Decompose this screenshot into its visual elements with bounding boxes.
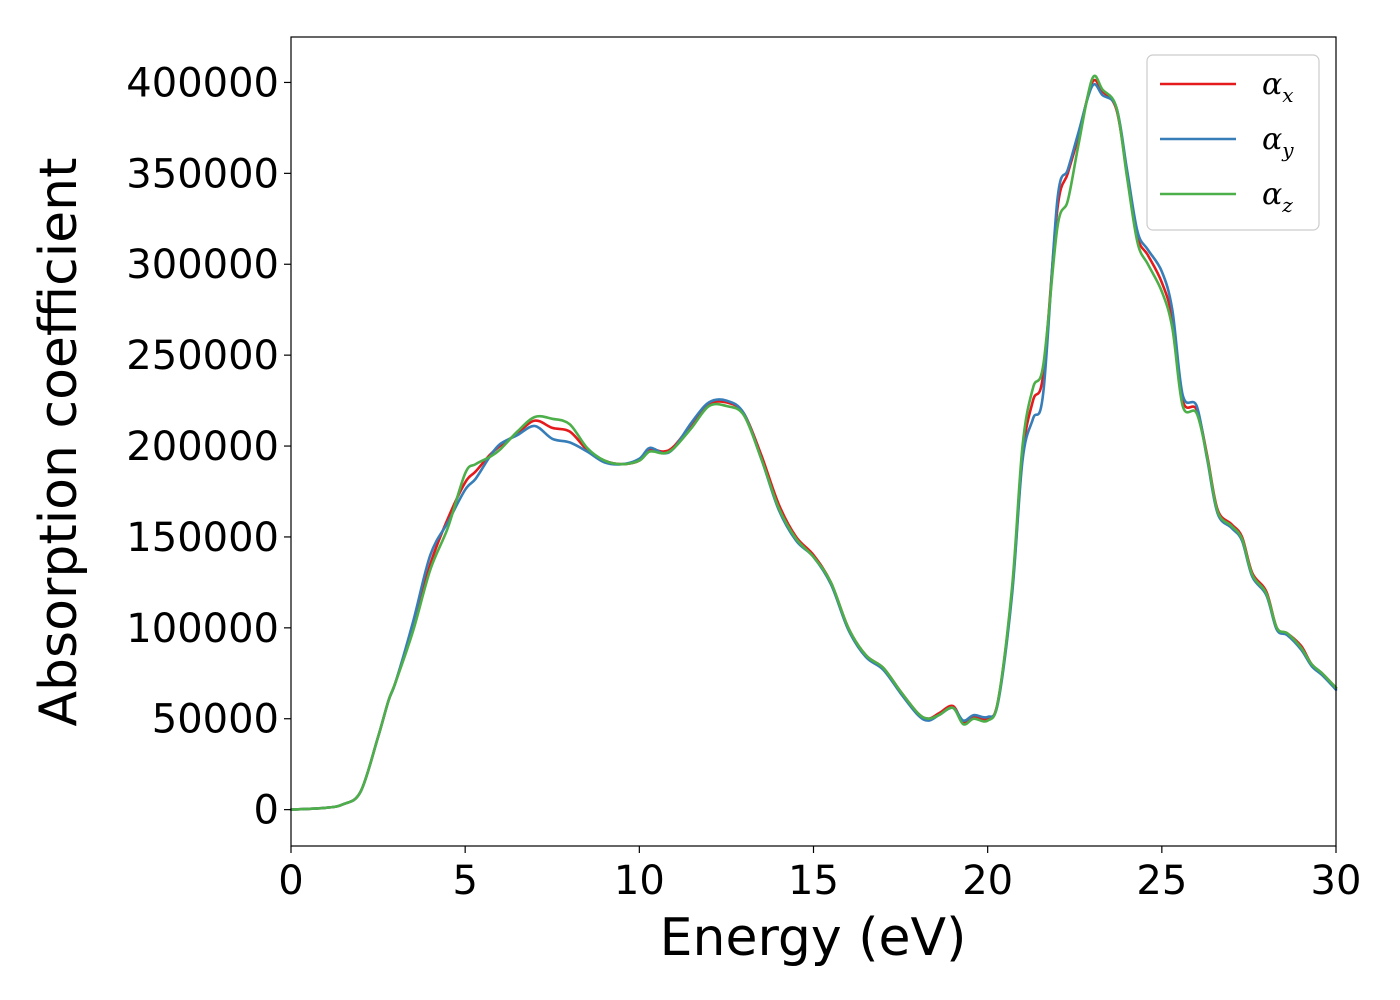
x-tick-label: 25 bbox=[1136, 858, 1187, 904]
y-tick-label: 150000 bbox=[126, 515, 279, 561]
x-tick-label: 5 bbox=[452, 858, 477, 904]
y-tick-label: 250000 bbox=[126, 333, 279, 379]
y-tick-label: 350000 bbox=[126, 151, 279, 197]
legend-label-x: αx bbox=[1262, 67, 1294, 107]
legend-box bbox=[1146, 54, 1320, 231]
legend-label-z: αz bbox=[1262, 177, 1293, 217]
y-tick-label: 50000 bbox=[152, 697, 279, 743]
y-tick-label: 0 bbox=[254, 788, 279, 834]
legend-label-sub: z bbox=[1281, 193, 1293, 217]
legend-label-sub: y bbox=[1281, 138, 1294, 162]
y-tick-label: 200000 bbox=[126, 424, 279, 470]
legend-label-main: α bbox=[1262, 122, 1282, 157]
plot-lines bbox=[289, 74, 1338, 811]
legend-label-main: α bbox=[1262, 177, 1282, 212]
y-axis: 0 50000 100000 150000 200000 250000 300000 3500… bbox=[126, 60, 291, 834]
x-tick-label: 0 bbox=[278, 858, 303, 904]
x-tick-label: 30 bbox=[1311, 858, 1362, 904]
x-tick-label: 15 bbox=[788, 858, 839, 904]
y-tick-label: 100000 bbox=[126, 606, 279, 652]
y-axis-title: Absorption coefficient bbox=[29, 157, 89, 726]
legend-label-sub: x bbox=[1282, 83, 1293, 107]
legend-label-main: α bbox=[1262, 67, 1282, 102]
y-tick-label: 400000 bbox=[126, 60, 279, 106]
x-axis: 0 5 10 15 20 25 30 bbox=[278, 846, 1361, 904]
x-tick-label: 20 bbox=[962, 858, 1013, 904]
x-tick-label: 10 bbox=[614, 858, 665, 904]
series-line-z bbox=[289, 74, 1338, 811]
legend-label-y: αy bbox=[1262, 122, 1294, 162]
x-axis-title: Energy (eV) bbox=[660, 908, 967, 968]
y-tick-label: 300000 bbox=[126, 242, 279, 288]
